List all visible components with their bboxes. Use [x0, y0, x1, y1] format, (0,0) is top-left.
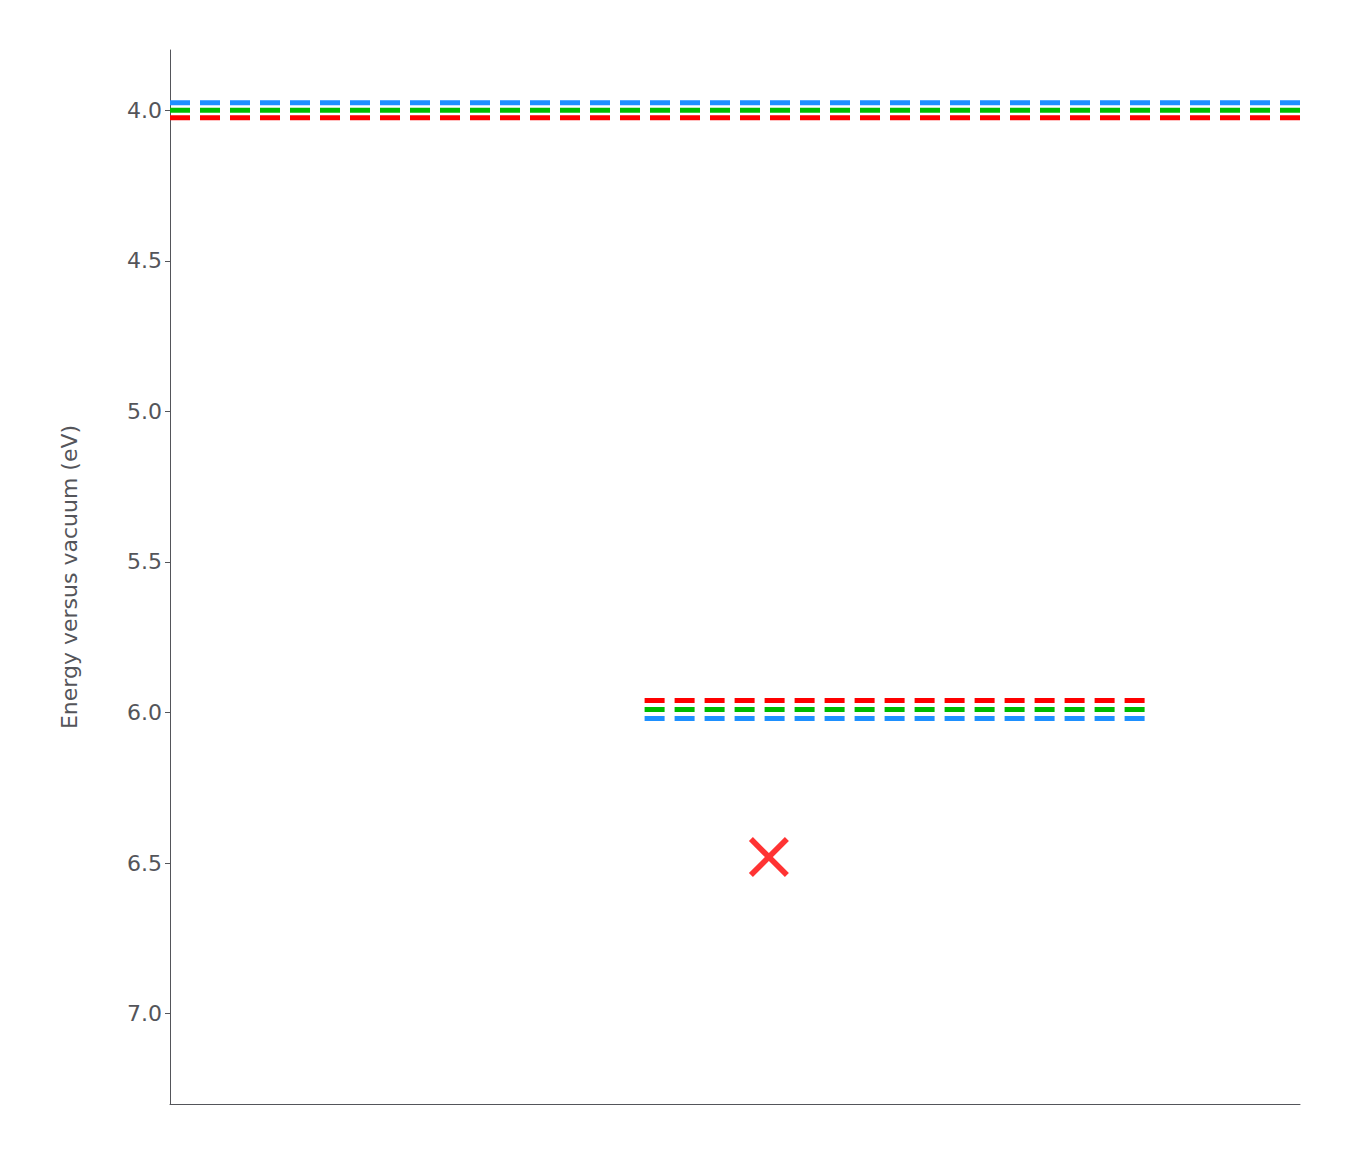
svg-text:4.5: 4.5 [127, 248, 162, 273]
svg-text:7.0: 7.0 [127, 1001, 162, 1026]
svg-text:Energy versus vacuum (eV): Energy versus vacuum (eV) [57, 425, 82, 729]
svg-text:4.0: 4.0 [127, 98, 162, 123]
svg-text:6.0: 6.0 [127, 700, 162, 725]
svg-text:5.5: 5.5 [127, 549, 162, 574]
svg-text:5.0: 5.0 [127, 399, 162, 424]
svg-text:6.5: 6.5 [127, 851, 162, 876]
